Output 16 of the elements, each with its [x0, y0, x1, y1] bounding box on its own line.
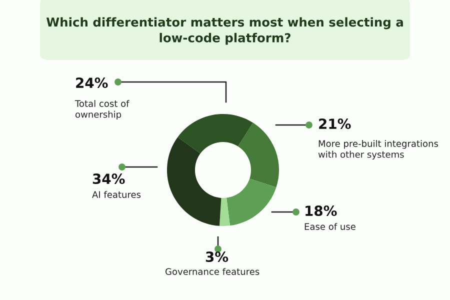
slice-label: More pre-built integrations with other systems: [318, 140, 438, 160]
data-label: 3%: [206, 252, 228, 262]
donut-slice: [219, 198, 230, 226]
data-label: 18%: [306, 206, 337, 216]
chart-title: Which differentiator matters most when selecting a low-code platform?: [46, 17, 403, 45]
slice-label: AI features: [92, 191, 141, 198]
data-label: 21%: [319, 118, 351, 130]
slice-label: Governance features: [166, 268, 260, 275]
slice-label: Total cost of ownership: [74, 100, 130, 120]
donut-slice: [167, 137, 222, 226]
donut-slice: [238, 122, 279, 188]
donut-slice: [226, 178, 276, 226]
donut-slice: [178, 114, 254, 154]
data-label: 24%: [76, 78, 108, 88]
data-label: 34%: [92, 174, 125, 184]
legend-label: Ease of use: [304, 223, 356, 230]
